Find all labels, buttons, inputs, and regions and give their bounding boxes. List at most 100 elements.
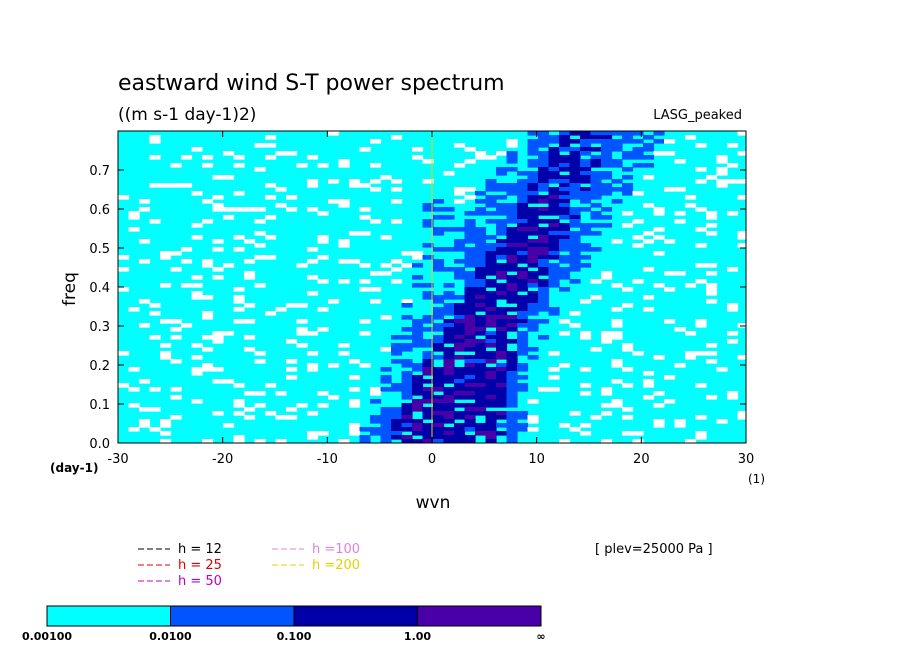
- heatmap-cell: [527, 323, 539, 328]
- heatmap-cell: [170, 359, 182, 364]
- heatmap-cell: [590, 215, 602, 220]
- heatmap-cell: [517, 219, 529, 224]
- heatmap-cell: [422, 223, 434, 228]
- heatmap-cell: [622, 135, 634, 140]
- heatmap-cell: [202, 335, 214, 340]
- heatmap-cell: [538, 243, 550, 248]
- heatmap-cell: [422, 207, 434, 212]
- heatmap-cell: [412, 275, 424, 280]
- heatmap-cell: [601, 391, 613, 396]
- heatmap-cell: [349, 387, 361, 392]
- heatmap-cell: [653, 227, 665, 232]
- heatmap-cell: [443, 335, 455, 340]
- heatmap-cell: [464, 367, 476, 372]
- heatmap-cell: [517, 255, 529, 260]
- heatmap-cell: [244, 407, 256, 412]
- heatmap-cell: [422, 439, 434, 443]
- heatmap-cell: [317, 163, 329, 168]
- heatmap-cell: [590, 415, 602, 420]
- heatmap-cell: [202, 163, 214, 168]
- heatmap-cell: [601, 215, 613, 220]
- heatmap-cell: [359, 207, 371, 212]
- heatmap-cell: [328, 199, 340, 204]
- heatmap-cell: [202, 219, 214, 224]
- y-tick-label: 0.5: [89, 242, 110, 257]
- heatmap-cell: [265, 155, 277, 160]
- heatmap-cell: [412, 147, 424, 152]
- heatmap-cell: [443, 407, 455, 412]
- heatmap-cell: [359, 279, 371, 284]
- heatmap-cell: [475, 235, 487, 240]
- heatmap-cell: [737, 235, 746, 240]
- heatmap-cell: [475, 407, 487, 412]
- heatmap-cell: [496, 295, 508, 300]
- heatmap-cell: [527, 131, 539, 136]
- heatmap-cell: [139, 407, 151, 412]
- heatmap-cell: [464, 147, 476, 152]
- heatmap-cell: [170, 183, 182, 188]
- heatmap-cell: [370, 415, 382, 420]
- heatmap-cell: [496, 411, 508, 416]
- heatmap-cell: [601, 147, 613, 152]
- heatmap-cell: [254, 439, 266, 443]
- heatmap-cell: [653, 151, 665, 156]
- heatmap-cell: [506, 375, 518, 380]
- heatmap-cell: [244, 319, 256, 324]
- heatmap-cell: [464, 387, 476, 392]
- heatmap-cell: [727, 267, 739, 272]
- heatmap-cell: [212, 367, 224, 372]
- heatmap-cell: [370, 387, 382, 392]
- heatmap-cell: [422, 219, 434, 224]
- heatmap-cell: [118, 383, 130, 388]
- heatmap-cell: [580, 299, 592, 304]
- heatmap-cell: [496, 271, 508, 276]
- heatmap-cell: [338, 163, 350, 168]
- heatmap-cell: [160, 351, 172, 356]
- y-tick-label: 0.2: [89, 359, 110, 374]
- heatmap-cell: [433, 263, 445, 268]
- heatmap-cell: [517, 171, 529, 176]
- heatmap-cell: [391, 335, 403, 340]
- heatmap-cell: [611, 399, 623, 404]
- heatmap-cell: [517, 339, 529, 344]
- heatmap-cell: [527, 299, 539, 304]
- heatmap-cell: [422, 179, 434, 184]
- heatmap-cell: [149, 139, 161, 144]
- heatmap-cell: [559, 235, 571, 240]
- heatmap-cell: [611, 379, 623, 384]
- heatmap-cell: [559, 143, 571, 148]
- heatmap-cell: [611, 331, 623, 336]
- heatmap-cell: [443, 319, 455, 324]
- heatmap-cell: [569, 175, 581, 180]
- heatmap-cell: [559, 247, 571, 252]
- heatmap-cell: [370, 419, 382, 424]
- heatmap-cell: [737, 151, 746, 156]
- heatmap-cell: [380, 379, 392, 384]
- heatmap-cell: [202, 263, 214, 268]
- heatmap-cell: [401, 415, 413, 420]
- heatmap-cell: [590, 247, 602, 252]
- legend-label: h =100: [312, 542, 360, 557]
- heatmap-cell: [496, 251, 508, 256]
- heatmap-cell: [559, 271, 571, 276]
- heatmap-cell: [485, 271, 497, 276]
- heatmap-cell: [527, 263, 539, 268]
- heatmap-cell: [559, 135, 571, 140]
- heatmap-cell: [496, 335, 508, 340]
- heatmap-cell: [611, 147, 623, 152]
- heatmap-cell: [475, 403, 487, 408]
- heatmap-cell: [454, 387, 466, 392]
- heatmap-cell: [506, 207, 518, 212]
- heatmap-cell: [454, 311, 466, 316]
- heatmap-cell: [202, 295, 214, 300]
- heatmap-cell: [737, 355, 746, 360]
- heatmap-cell: [391, 415, 403, 420]
- heatmap-cell: [590, 295, 602, 300]
- colorbar-label: ∞: [536, 630, 545, 643]
- heatmap-cell: [527, 207, 539, 212]
- heatmap-cell: [517, 415, 529, 420]
- heatmap-cell: [548, 163, 560, 168]
- heatmap-cell: [454, 295, 466, 300]
- heatmap-cell: [454, 191, 466, 196]
- heatmap-cell: [569, 279, 581, 284]
